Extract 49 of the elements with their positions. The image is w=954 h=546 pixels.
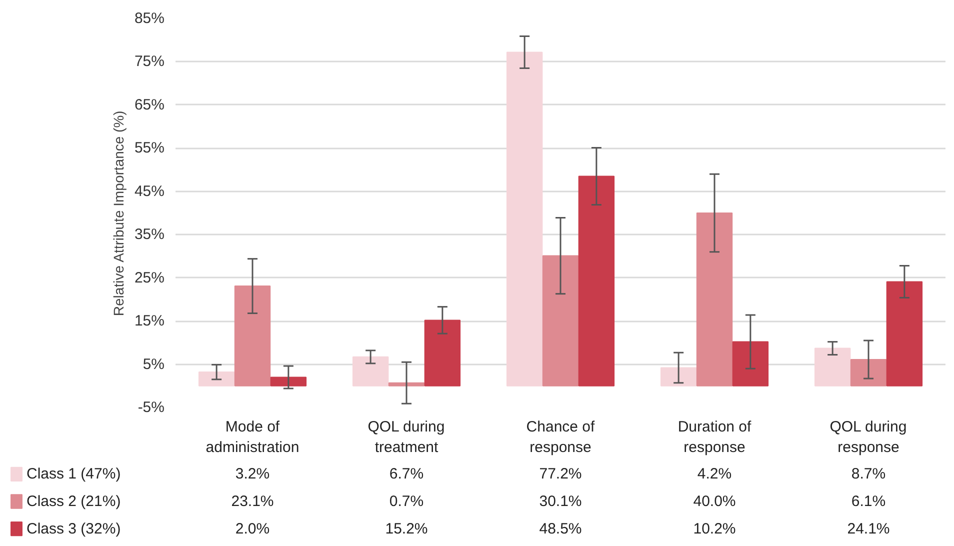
y-tick-label: 85%: [134, 10, 165, 27]
legend-label: Class 1 (47%): [26, 466, 121, 483]
data-label: 0.7%: [389, 493, 424, 510]
x-tick-label: QOL during response: [830, 418, 907, 456]
data-label: 4.2%: [697, 466, 732, 483]
x-tick-label: Chance of response: [526, 418, 596, 456]
data-label: 8.7%: [851, 466, 886, 483]
data-label: 3.2%: [235, 466, 270, 483]
data-label: 48.5%: [539, 520, 582, 538]
bar: [578, 176, 615, 386]
bar: [542, 255, 579, 386]
x-tick-label: Mode of administration: [206, 418, 300, 456]
data-label: 24.1%: [847, 520, 890, 538]
bar: [388, 382, 425, 386]
y-axis-title: Relative Attribute Importance (%): [110, 110, 126, 316]
y-tick-label: 75%: [134, 53, 165, 70]
legend-label: Class 2 (21%): [26, 493, 121, 510]
bar: [506, 52, 543, 386]
bar: [198, 372, 235, 386]
bar: [696, 212, 733, 386]
bar: [886, 281, 923, 386]
x-tick-label: Duration of response: [678, 418, 752, 456]
data-label: 77.2%: [539, 466, 582, 483]
data-label: 23.1%: [231, 493, 274, 510]
bar: [732, 341, 769, 386]
y-tick-label: 35%: [134, 226, 165, 244]
bar: [270, 376, 307, 386]
data-label: 6.7%: [389, 466, 424, 483]
data-label: 30.1%: [539, 493, 582, 510]
legend-label: Class 3 (32%): [26, 520, 121, 538]
data-label: 15.2%: [385, 520, 428, 538]
data-label: 40.0%: [693, 493, 736, 510]
bar: [424, 320, 461, 386]
y-tick-label: 45%: [134, 182, 165, 200]
bar: [814, 348, 851, 386]
data-label: 6.1%: [851, 493, 886, 510]
bar: [234, 286, 271, 386]
y-tick-label: 55%: [134, 140, 165, 157]
y-tick-label: -5%: [138, 399, 165, 416]
bar: [352, 356, 389, 386]
data-label: 10.2%: [693, 520, 736, 538]
bar: [850, 359, 887, 386]
data-label: 2.0%: [235, 520, 270, 538]
y-tick-label: 15%: [134, 312, 165, 330]
y-tick-label: 5%: [142, 356, 165, 373]
x-tick-label: QOL during treatment: [368, 418, 445, 456]
bar: [660, 367, 697, 386]
y-tick-label: 65%: [134, 96, 165, 114]
y-tick-label: 25%: [134, 269, 165, 286]
